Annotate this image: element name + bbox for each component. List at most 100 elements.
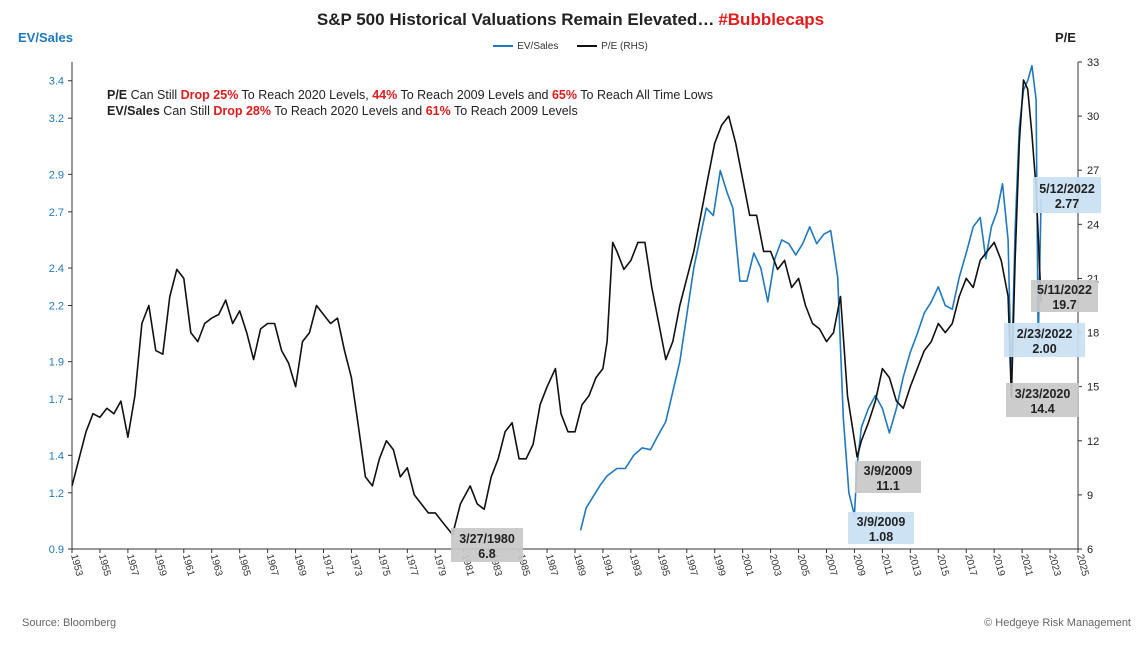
x-tick-label-7: 1967 (264, 553, 280, 578)
x-tick-label-5: 1963 (208, 553, 224, 578)
left-tick-label-2: 1.4 (49, 450, 64, 462)
annotation-2-part-4: 61% (425, 104, 451, 118)
x-tick-label-8: 1969 (292, 553, 308, 578)
callout-value-3: 2.77 (1055, 197, 1079, 211)
legend-swatch-pe (577, 45, 598, 48)
x-tick-label-32: 2017 (962, 553, 978, 578)
x-tick-label-2: 1957 (124, 553, 140, 578)
left-tick-label-9: 3.2 (49, 113, 64, 125)
callout-box-3 (1033, 177, 1101, 213)
x-tick-label-28: 2009 (851, 553, 867, 578)
left-axis-title: EV/Sales (18, 30, 73, 45)
legend-item-pe: P/E (RHS) (577, 41, 648, 52)
left-tick-label-0: 0.9 (49, 544, 64, 556)
left-tick-label-4: 1.9 (49, 357, 64, 369)
x-tick-label-6: 1965 (236, 553, 252, 578)
annotation-2-part-2: Drop 28% (213, 104, 271, 118)
left-tick-label-8: 2.9 (49, 169, 64, 181)
callout-date-1: 3/9/2009 (864, 464, 913, 478)
legend-label-pe: P/E (RHS) (601, 41, 648, 52)
callout-value-6: 14.4 (1030, 402, 1054, 416)
annotation-2-part-5: To Reach 2009 Levels (450, 104, 578, 118)
chart-title-main: S&P 500 Historical Valuations Remain Ele… (316, 10, 715, 29)
callout-box-1 (855, 461, 921, 493)
callout-box-4 (1031, 280, 1098, 312)
legend-swatch-ev (493, 45, 514, 48)
x-tick-label-36: 2025 (1074, 553, 1090, 578)
x-tick-label-0: 1953 (68, 553, 84, 578)
x-tick-label-18: 1989 (571, 553, 587, 578)
x-tick-label-3: 1959 (152, 553, 168, 578)
left-tick-label-1: 1.2 (49, 488, 64, 500)
left-tick-label-7: 2.7 (49, 207, 64, 219)
x-tick-label-12: 1977 (403, 553, 419, 578)
pe-series-line (71, 79, 1042, 536)
annotation-1-part-6: 65% (551, 88, 578, 102)
x-tick-label-21: 1995 (655, 553, 671, 578)
right-axis-title: P/E (1055, 30, 1076, 45)
legend-label-ev: EV/Sales (517, 41, 559, 52)
x-tick-label-17: 1987 (543, 553, 559, 578)
callout-value-5: 2.00 (1032, 342, 1056, 356)
x-tick-label-10: 1973 (348, 553, 364, 578)
right-tick-label-9: 33 (1087, 57, 1099, 69)
x-tick-label-20: 1993 (627, 553, 643, 578)
callout-box-5 (1004, 323, 1085, 357)
right-tick-label-4: 18 (1087, 328, 1099, 340)
callout-date-0: 3/27/1980 (459, 532, 515, 546)
right-tick-label-7: 27 (1087, 165, 1099, 177)
callout-box-0 (451, 528, 523, 562)
x-tick-label-13: 1979 (431, 553, 447, 578)
annotation-1-part-0: P/E (107, 88, 128, 102)
x-tick-label-31: 2015 (934, 553, 950, 578)
left-tick-label-10: 3.4 (49, 76, 64, 88)
callout-date-4: 5/11/2022 (1037, 283, 1092, 297)
x-tick-label-29: 2011 (878, 553, 894, 577)
right-tick-label-1: 9 (1087, 490, 1093, 502)
callout-date-5: 2/23/2022 (1017, 327, 1073, 341)
annotation-1-part-5: To Reach 2009 Levels and (397, 88, 552, 102)
x-tick-label-33: 2019 (990, 553, 1006, 578)
x-tick-label-27: 2007 (823, 553, 839, 578)
right-tick-label-6: 24 (1087, 219, 1099, 231)
x-tick-label-19: 1991 (599, 553, 615, 578)
source-note: Source: Bloomberg (22, 617, 117, 629)
chart-title: S&P 500 Historical Valuations Remain Ele… (0, 10, 1141, 30)
x-tick-label-26: 2005 (795, 553, 811, 578)
annotation-line-1: P/E Can Still Drop 25% To Reach 2020 Lev… (107, 88, 713, 102)
legend: EV/Sales P/E (RHS) (0, 41, 1141, 52)
left-tick-label-6: 2.4 (49, 263, 64, 275)
annotation-2-part-1: Can Still (159, 104, 214, 118)
right-tick-label-0: 6 (1087, 544, 1093, 556)
x-tick-label-9: 1971 (320, 553, 336, 578)
left-tick-label-3: 1.7 (49, 394, 64, 406)
annotation-2-part-0: EV/Sales (107, 104, 160, 118)
x-tick-label-4: 1961 (180, 553, 196, 578)
annotation-1-part-3: To Reach 2020 Levels, (238, 88, 373, 102)
right-tick-label-8: 30 (1087, 111, 1099, 123)
left-tick-label-5: 2.2 (49, 301, 64, 313)
annotation-2-part-3: To Reach 2020 Levels and (270, 104, 426, 118)
x-tick-label-25: 2003 (767, 553, 783, 578)
annotation-1-part-7: To Reach All Time Lows (577, 88, 713, 102)
annotation-1-part-1: Can Still (127, 88, 181, 102)
callout-value-1: 11.1 (876, 479, 900, 493)
annotation-1-part-4: 44% (372, 88, 398, 102)
annotation-line-2: EV/Sales Can Still Drop 28% To Reach 202… (107, 104, 578, 118)
x-tick-label-23: 1999 (711, 553, 727, 578)
ev-sales-series-line (579, 64, 1042, 531)
right-tick-label-3: 15 (1087, 382, 1099, 394)
callout-box-6 (1006, 383, 1079, 417)
x-tick-label-35: 2023 (1046, 553, 1062, 578)
chart-title-hashtag: #Bubblecaps (718, 10, 825, 29)
copyright-note: © Hedgeye Risk Management (984, 617, 1131, 629)
x-tick-label-11: 1975 (375, 553, 391, 578)
right-tick-label-2: 12 (1087, 436, 1099, 448)
callout-value-0: 6.8 (478, 547, 495, 561)
x-tick-label-34: 2021 (1018, 553, 1034, 578)
annotation-1-part-2: Drop 25% (180, 88, 239, 102)
callout-value-4: 19.7 (1052, 298, 1076, 312)
x-tick-label-22: 1997 (683, 553, 699, 578)
callout-date-3: 5/12/2022 (1039, 182, 1095, 196)
